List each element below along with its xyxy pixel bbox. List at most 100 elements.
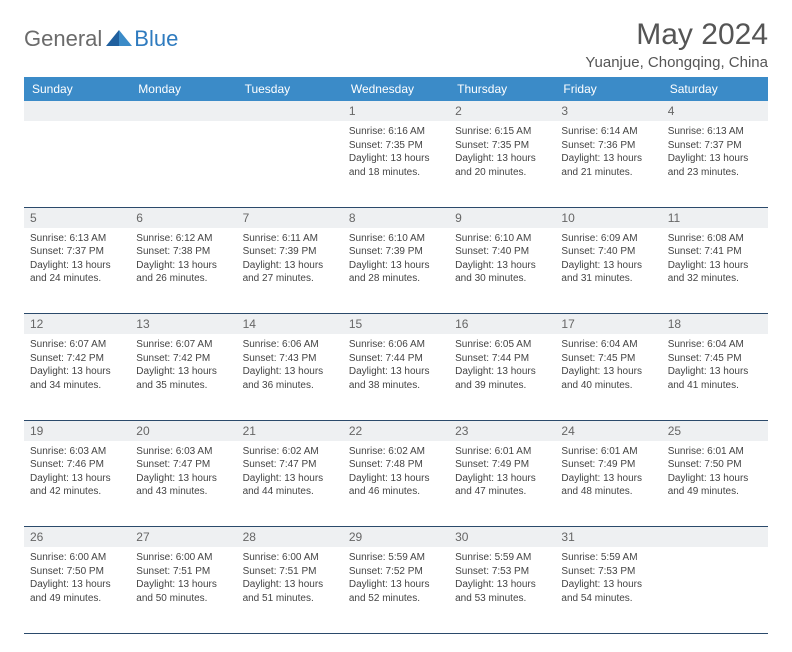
- day-detail-text: Sunrise: 6:00 AMSunset: 7:51 PMDaylight:…: [243, 551, 337, 605]
- weekday-header: Saturday: [662, 77, 768, 101]
- day-number-cell: 24: [555, 420, 661, 441]
- location-text: Yuanjue, Chongqing, China: [585, 54, 768, 71]
- brand-triangle-icon: [106, 28, 132, 51]
- day-number-cell: 1: [343, 101, 449, 121]
- day-detail-cell: Sunrise: 6:10 AMSunset: 7:39 PMDaylight:…: [343, 228, 449, 314]
- day-detail-row: Sunrise: 6:13 AMSunset: 7:37 PMDaylight:…: [24, 228, 768, 314]
- day-detail-text: Sunrise: 6:06 AMSunset: 7:43 PMDaylight:…: [243, 338, 337, 392]
- day-detail-cell: Sunrise: 6:01 AMSunset: 7:49 PMDaylight:…: [555, 441, 661, 527]
- weekday-header: Thursday: [449, 77, 555, 101]
- day-detail-text: Sunrise: 6:13 AMSunset: 7:37 PMDaylight:…: [668, 125, 762, 179]
- day-detail-row: Sunrise: 6:07 AMSunset: 7:42 PMDaylight:…: [24, 334, 768, 420]
- day-detail-cell: Sunrise: 6:05 AMSunset: 7:44 PMDaylight:…: [449, 334, 555, 420]
- day-number-cell: 8: [343, 207, 449, 228]
- day-number-cell: 14: [237, 314, 343, 335]
- day-number-row: 19202122232425: [24, 420, 768, 441]
- day-detail-text: Sunrise: 6:04 AMSunset: 7:45 PMDaylight:…: [561, 338, 655, 392]
- day-detail-cell: Sunrise: 6:02 AMSunset: 7:47 PMDaylight:…: [237, 441, 343, 527]
- day-detail-text: Sunrise: 6:05 AMSunset: 7:44 PMDaylight:…: [455, 338, 549, 392]
- day-number-cell: 25: [662, 420, 768, 441]
- day-number-cell: 30: [449, 527, 555, 548]
- day-detail-cell: Sunrise: 6:00 AMSunset: 7:50 PMDaylight:…: [24, 547, 130, 633]
- day-detail-cell: Sunrise: 6:14 AMSunset: 7:36 PMDaylight:…: [555, 121, 661, 207]
- day-detail-text: Sunrise: 6:09 AMSunset: 7:40 PMDaylight:…: [561, 232, 655, 286]
- day-number-cell: 31: [555, 527, 661, 548]
- day-detail-cell: Sunrise: 6:13 AMSunset: 7:37 PMDaylight:…: [24, 228, 130, 314]
- day-detail-cell: Sunrise: 6:01 AMSunset: 7:50 PMDaylight:…: [662, 441, 768, 527]
- day-detail-text: Sunrise: 6:07 AMSunset: 7:42 PMDaylight:…: [136, 338, 230, 392]
- weekday-header: Tuesday: [237, 77, 343, 101]
- day-detail-text: Sunrise: 6:01 AMSunset: 7:49 PMDaylight:…: [561, 445, 655, 499]
- day-detail-cell: [237, 121, 343, 207]
- day-number-cell: 5: [24, 207, 130, 228]
- day-detail-cell: Sunrise: 5:59 AMSunset: 7:52 PMDaylight:…: [343, 547, 449, 633]
- day-detail-row: Sunrise: 6:00 AMSunset: 7:50 PMDaylight:…: [24, 547, 768, 633]
- day-number-cell: 11: [662, 207, 768, 228]
- day-detail-text: Sunrise: 6:02 AMSunset: 7:47 PMDaylight:…: [243, 445, 337, 499]
- day-detail-text: Sunrise: 6:00 AMSunset: 7:51 PMDaylight:…: [136, 551, 230, 605]
- day-detail-text: Sunrise: 5:59 AMSunset: 7:52 PMDaylight:…: [349, 551, 443, 605]
- day-detail-text: Sunrise: 6:15 AMSunset: 7:35 PMDaylight:…: [455, 125, 549, 179]
- day-detail-cell: Sunrise: 6:15 AMSunset: 7:35 PMDaylight:…: [449, 121, 555, 207]
- day-number-cell: 3: [555, 101, 661, 121]
- day-number-row: 567891011: [24, 207, 768, 228]
- day-detail-text: Sunrise: 6:16 AMSunset: 7:35 PMDaylight:…: [349, 125, 443, 179]
- title-block: May 2024 Yuanjue, Chongqing, China: [585, 18, 768, 71]
- day-number-cell: [130, 101, 236, 121]
- brand-part2: Blue: [134, 26, 178, 52]
- day-number-cell: 6: [130, 207, 236, 228]
- page-header: General Blue May 2024 Yuanjue, Chongqing…: [24, 18, 768, 71]
- brand-part1: General: [24, 26, 102, 52]
- day-detail-text: Sunrise: 6:11 AMSunset: 7:39 PMDaylight:…: [243, 232, 337, 286]
- day-detail-cell: Sunrise: 6:06 AMSunset: 7:43 PMDaylight:…: [237, 334, 343, 420]
- day-detail-cell: Sunrise: 6:07 AMSunset: 7:42 PMDaylight:…: [24, 334, 130, 420]
- day-number-cell: 9: [449, 207, 555, 228]
- day-detail-cell: Sunrise: 5:59 AMSunset: 7:53 PMDaylight:…: [555, 547, 661, 633]
- day-number-cell: 12: [24, 314, 130, 335]
- day-detail-text: Sunrise: 6:12 AMSunset: 7:38 PMDaylight:…: [136, 232, 230, 286]
- day-detail-cell: [662, 547, 768, 633]
- day-detail-text: Sunrise: 6:02 AMSunset: 7:48 PMDaylight:…: [349, 445, 443, 499]
- day-detail-cell: Sunrise: 6:01 AMSunset: 7:49 PMDaylight:…: [449, 441, 555, 527]
- day-number-cell: 18: [662, 314, 768, 335]
- day-detail-cell: Sunrise: 6:10 AMSunset: 7:40 PMDaylight:…: [449, 228, 555, 314]
- day-detail-cell: Sunrise: 6:00 AMSunset: 7:51 PMDaylight:…: [237, 547, 343, 633]
- day-detail-cell: Sunrise: 6:11 AMSunset: 7:39 PMDaylight:…: [237, 228, 343, 314]
- day-detail-cell: [130, 121, 236, 207]
- day-detail-cell: Sunrise: 6:04 AMSunset: 7:45 PMDaylight:…: [555, 334, 661, 420]
- day-detail-cell: [24, 121, 130, 207]
- day-number-cell: 13: [130, 314, 236, 335]
- day-detail-text: Sunrise: 6:08 AMSunset: 7:41 PMDaylight:…: [668, 232, 762, 286]
- day-number-cell: 27: [130, 527, 236, 548]
- day-detail-text: Sunrise: 6:01 AMSunset: 7:50 PMDaylight:…: [668, 445, 762, 499]
- day-detail-text: Sunrise: 6:03 AMSunset: 7:46 PMDaylight:…: [30, 445, 124, 499]
- day-number-row: 1234: [24, 101, 768, 121]
- weekday-header: Friday: [555, 77, 661, 101]
- day-number-cell: 28: [237, 527, 343, 548]
- day-number-cell: 22: [343, 420, 449, 441]
- calendar-table: SundayMondayTuesdayWednesdayThursdayFrid…: [24, 77, 768, 634]
- calendar-page: General Blue May 2024 Yuanjue, Chongqing…: [0, 0, 792, 652]
- month-title: May 2024: [585, 18, 768, 52]
- day-detail-text: Sunrise: 6:03 AMSunset: 7:47 PMDaylight:…: [136, 445, 230, 499]
- day-detail-text: Sunrise: 5:59 AMSunset: 7:53 PMDaylight:…: [455, 551, 549, 605]
- day-detail-text: Sunrise: 6:13 AMSunset: 7:37 PMDaylight:…: [30, 232, 124, 286]
- weekday-row: SundayMondayTuesdayWednesdayThursdayFrid…: [24, 77, 768, 101]
- day-detail-cell: Sunrise: 6:09 AMSunset: 7:40 PMDaylight:…: [555, 228, 661, 314]
- day-detail-cell: Sunrise: 6:08 AMSunset: 7:41 PMDaylight:…: [662, 228, 768, 314]
- day-number-cell: [662, 527, 768, 548]
- day-detail-cell: Sunrise: 6:13 AMSunset: 7:37 PMDaylight:…: [662, 121, 768, 207]
- day-number-cell: 15: [343, 314, 449, 335]
- day-detail-text: Sunrise: 6:10 AMSunset: 7:40 PMDaylight:…: [455, 232, 549, 286]
- day-number-cell: 16: [449, 314, 555, 335]
- weekday-header: Monday: [130, 77, 236, 101]
- day-detail-text: Sunrise: 6:06 AMSunset: 7:44 PMDaylight:…: [349, 338, 443, 392]
- day-detail-cell: Sunrise: 6:00 AMSunset: 7:51 PMDaylight:…: [130, 547, 236, 633]
- day-detail-text: Sunrise: 6:04 AMSunset: 7:45 PMDaylight:…: [668, 338, 762, 392]
- day-number-cell: 10: [555, 207, 661, 228]
- day-detail-text: Sunrise: 5:59 AMSunset: 7:53 PMDaylight:…: [561, 551, 655, 605]
- day-detail-cell: Sunrise: 6:03 AMSunset: 7:46 PMDaylight:…: [24, 441, 130, 527]
- day-number-row: 12131415161718: [24, 314, 768, 335]
- day-number-row: 262728293031: [24, 527, 768, 548]
- calendar-head: SundayMondayTuesdayWednesdayThursdayFrid…: [24, 77, 768, 101]
